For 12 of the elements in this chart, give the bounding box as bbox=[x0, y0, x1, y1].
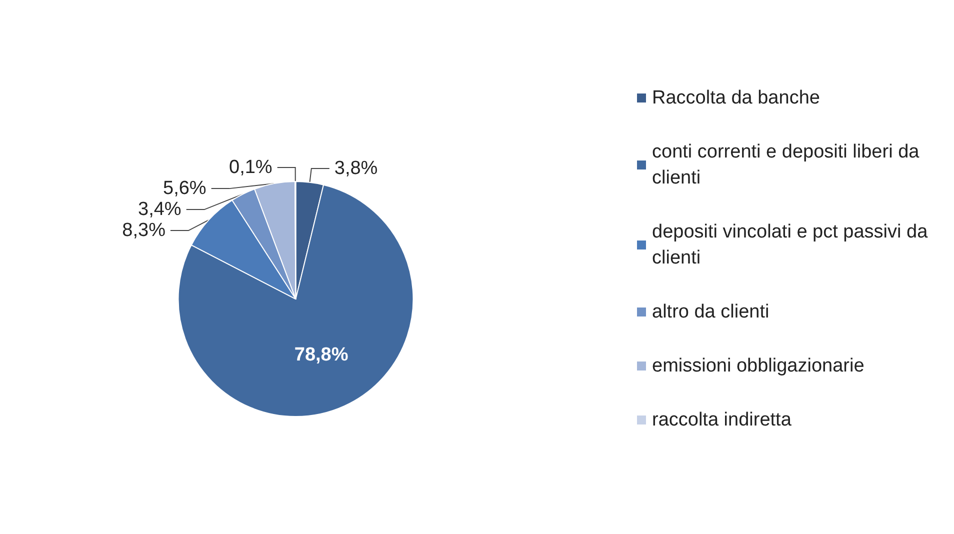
data-label: 0,1% bbox=[229, 157, 272, 178]
data-label: 78,8% bbox=[294, 344, 348, 366]
data-label: 3,4% bbox=[138, 199, 182, 220]
legend-label: depositi vincolati e pct passivi da clienti bbox=[652, 222, 933, 268]
legend-label: altro da clienti bbox=[652, 302, 770, 322]
data-label: 5,6% bbox=[163, 178, 206, 200]
data-label: 8,3% bbox=[122, 220, 166, 242]
legend-label: conti correnti e depositi liberi da clienti bbox=[652, 142, 924, 188]
data-label: 3,8% bbox=[334, 158, 378, 179]
legend-label: Raccolta da banche bbox=[652, 88, 820, 108]
legend-label: emissioni obbligazionarie bbox=[652, 356, 864, 376]
legend-label: raccolta indiretta bbox=[652, 410, 792, 430]
